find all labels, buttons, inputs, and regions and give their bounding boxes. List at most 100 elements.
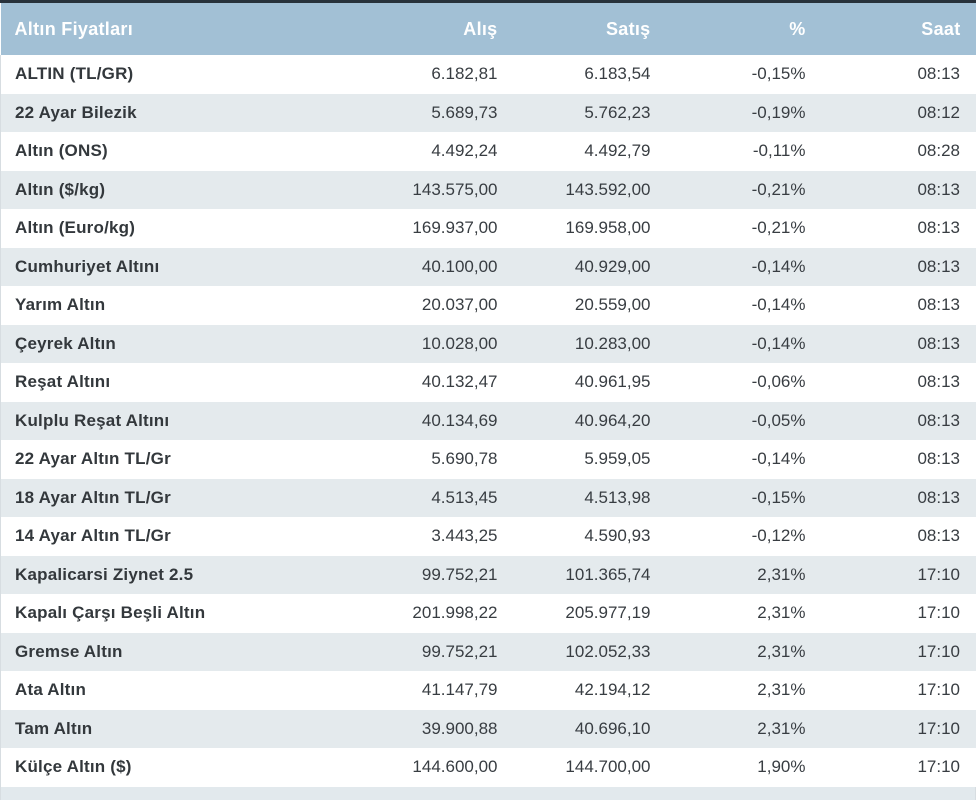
change-percent: -0,14%: [751, 256, 806, 276]
buy-price: 144.600,00: [412, 757, 498, 777]
table-row[interactable]: Kapalicarsi Ziynet 2.5 99.752,21 101.365…: [0, 555, 976, 594]
update-time: 08:13: [805, 517, 976, 556]
table-row[interactable]: 18 Ayar Altın TL/Gr 4.513,45 4.513,98 -0…: [0, 478, 976, 517]
buy-price: 169.937,00: [412, 218, 498, 238]
buy-price: 40.132,47: [421, 372, 498, 392]
change-percent: 1,90%: [757, 757, 806, 777]
gold-prices-table: Altın Fiyatları Alış Satış % Saat ALTIN …: [0, 3, 976, 787]
update-time: 08:12: [805, 93, 976, 132]
sell-price: 102.052,33: [565, 641, 651, 661]
table-row[interactable]: Külçe Altın ($) 144.600,00 144.700,00 1,…: [0, 748, 976, 787]
instrument-name: Yarım Altın: [0, 286, 361, 325]
table-row[interactable]: Gremse Altın 99.752,21 102.052,33 2,31% …: [0, 632, 976, 671]
change-percent: 2,31%: [757, 641, 806, 661]
table-row[interactable]: 14 Ayar Altın TL/Gr 3.443,25 4.590,93 -0…: [0, 517, 976, 556]
table-row[interactable]: Altın (Euro/kg) 169.937,00 169.958,00 -0…: [0, 209, 976, 248]
table-row[interactable]: Altın ($/kg) 143.575,00 143.592,00 -0,21…: [0, 170, 976, 209]
change-percent: -0,21%: [751, 218, 806, 238]
instrument-name: 22 Ayar Bilezik: [0, 93, 361, 132]
change-percent: 2,31%: [757, 564, 806, 584]
sell-price: 40.961,95: [574, 372, 651, 392]
table-row[interactable]: 22 Ayar Altın TL/Gr 5.690,78 5.959,05 -0…: [0, 440, 976, 479]
change-percent: -0,15%: [751, 64, 806, 84]
change-percent: -0,12%: [751, 526, 806, 546]
instrument-name: 18 Ayar Altın TL/Gr: [0, 478, 361, 517]
table-header-row: Altın Fiyatları Alış Satış % Saat: [0, 3, 976, 55]
buy-price: 41.147,79: [421, 680, 498, 700]
table-row[interactable]: Çeyrek Altın 10.028,00 10.283,00 -0,14% …: [0, 324, 976, 363]
table-title: Altın Fiyatları: [0, 3, 361, 55]
buy-price: 10.028,00: [421, 333, 498, 353]
instrument-name: ALTIN (TL/GR): [0, 55, 361, 94]
sell-price: 42.194,12: [574, 680, 651, 700]
table-row[interactable]: Yarım Altın 20.037,00 20.559,00 -0,14% 0…: [0, 286, 976, 325]
change-percent: 2,31%: [757, 718, 806, 738]
instrument-name: Kapalicarsi Ziynet 2.5: [0, 555, 361, 594]
table-row[interactable]: ALTIN (TL/GR) 6.182,81 6.183,54 -0,15% 0…: [0, 55, 976, 94]
instrument-name: Kapalı Çarşı Beşli Altın: [0, 594, 361, 633]
instrument-name: Altın (Euro/kg): [0, 209, 361, 248]
update-time: 17:10: [805, 671, 976, 710]
column-header-time: Saat: [805, 3, 976, 55]
sell-price: 4.492,79: [584, 141, 651, 161]
change-percent: -0,06%: [751, 372, 806, 392]
update-time: 17:10: [805, 594, 976, 633]
sell-price: 205.977,19: [565, 603, 651, 623]
buy-price: 39.900,88: [421, 718, 498, 738]
change-percent: -0,14%: [751, 333, 806, 353]
price-rows: ALTIN (TL/GR) 6.182,81 6.183,54 -0,15% 0…: [0, 55, 976, 787]
sell-price: 143.592,00: [565, 179, 651, 199]
sell-price: 20.559,00: [574, 295, 651, 315]
buy-price: 99.752,21: [421, 564, 498, 584]
sell-price: 40.929,00: [574, 256, 651, 276]
change-percent: -0,05%: [751, 410, 806, 430]
instrument-name: Ata Altın: [0, 671, 361, 710]
buy-price: 40.100,00: [421, 256, 498, 276]
change-percent: -0,14%: [751, 449, 806, 469]
instrument-name: Gremse Altın: [0, 632, 361, 671]
change-percent: -0,11%: [752, 141, 806, 161]
update-time: 08:13: [805, 440, 976, 479]
buy-price: 4.492,24: [431, 141, 498, 161]
change-percent: -0,19%: [751, 102, 806, 122]
buy-price: 20.037,00: [421, 295, 498, 315]
update-time: 08:13: [805, 209, 976, 248]
buy-price: 5.690,78: [431, 449, 498, 469]
sell-price: 169.958,00: [565, 218, 651, 238]
instrument-name: Kulplu Reşat Altını: [0, 401, 361, 440]
instrument-name: Külçe Altın ($): [0, 748, 361, 787]
change-percent: -0,14%: [751, 295, 806, 315]
table-row[interactable]: Kapalı Çarşı Beşli Altın 201.998,22 205.…: [0, 594, 976, 633]
update-time: 08:13: [805, 247, 976, 286]
table-row[interactable]: Reşat Altını 40.132,47 40.961,95 -0,06% …: [0, 363, 976, 402]
buy-price: 143.575,00: [412, 179, 498, 199]
table-row[interactable]: Altın (ONS) 4.492,24 4.492,79 -0,11% 08:…: [0, 132, 976, 171]
update-time: 17:10: [805, 632, 976, 671]
sell-price: 6.183,54: [584, 64, 651, 84]
table-row[interactable]: Tam Altın 39.900,88 40.696,10 2,31% 17:1…: [0, 709, 976, 748]
buy-price: 99.752,21: [421, 641, 498, 661]
buy-price: 4.513,45: [431, 487, 498, 507]
sell-price: 5.762,23: [584, 102, 651, 122]
update-time: 08:13: [805, 401, 976, 440]
sell-price: 4.590,93: [584, 526, 651, 546]
buy-price: 201.998,22: [412, 603, 498, 623]
change-percent: 2,31%: [757, 603, 806, 623]
instrument-name: Tam Altın: [0, 709, 361, 748]
column-header-percent: %: [650, 3, 806, 55]
column-header-sell: Satış: [497, 3, 651, 55]
table-row[interactable]: Ata Altın 41.147,79 42.194,12 2,31% 17:1…: [0, 671, 976, 710]
sell-price: 40.696,10: [574, 718, 651, 738]
sell-price: 101.365,74: [565, 564, 651, 584]
table-row[interactable]: Cumhuriyet Altını 40.100,00 40.929,00 -0…: [0, 247, 976, 286]
update-time: 08:13: [805, 55, 976, 94]
table-row[interactable]: 22 Ayar Bilezik 5.689,73 5.762,23 -0,19%…: [0, 93, 976, 132]
change-percent: 2,31%: [757, 680, 806, 700]
table-row[interactable]: Kulplu Reşat Altını 40.134,69 40.964,20 …: [0, 401, 976, 440]
change-percent: -0,15%: [751, 487, 806, 507]
buy-price: 40.134,69: [421, 410, 498, 430]
instrument-name: Altın (ONS): [0, 132, 361, 171]
buy-price: 5.689,73: [431, 102, 498, 122]
instrument-name: Reşat Altını: [0, 363, 361, 402]
next-row-partial: [0, 786, 976, 800]
